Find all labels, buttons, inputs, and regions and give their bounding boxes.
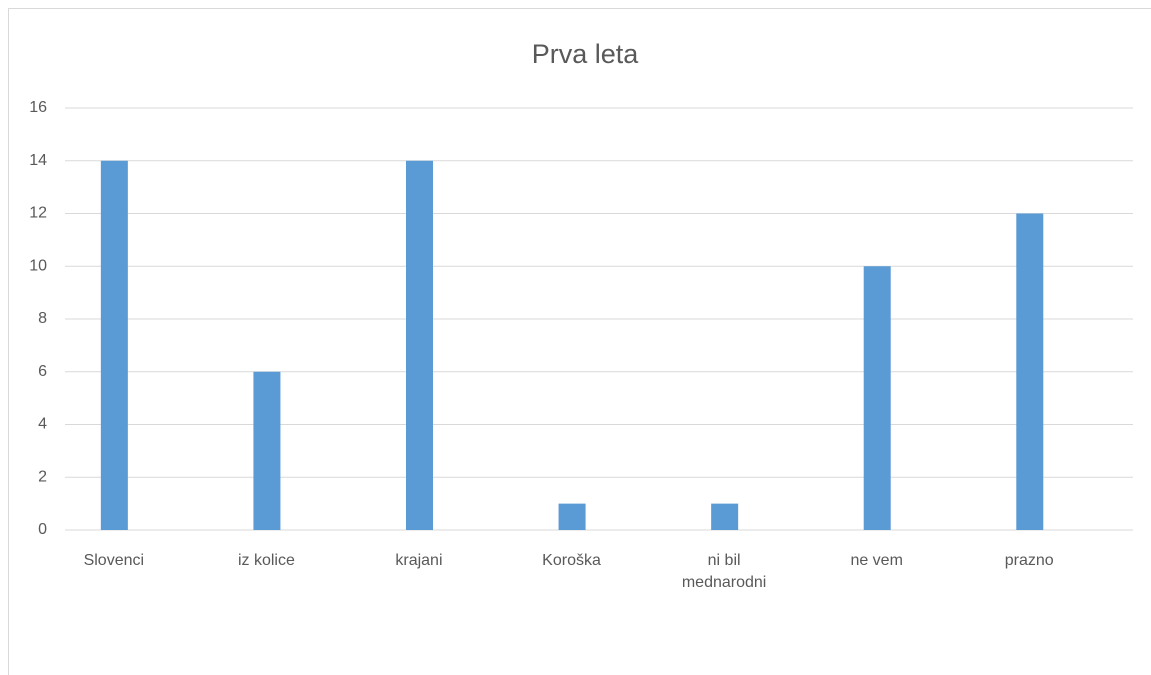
y-tick-label: 16: [29, 99, 47, 116]
bar: [711, 503, 739, 530]
x-tick-label: Koroška: [542, 552, 601, 569]
y-tick-label: 14: [29, 152, 47, 169]
x-tick-label: prazno: [1004, 552, 1054, 569]
x-tick-label: ne vem: [850, 552, 903, 569]
y-tick-label: 12: [29, 205, 47, 222]
x-tick-label: krajani: [395, 552, 443, 569]
x-tick-label: ni bil mednarodni: [681, 552, 767, 591]
y-tick-label: 10: [29, 257, 47, 274]
y-tick-label: 0: [38, 521, 47, 538]
chart-title: Prva leta: [532, 39, 640, 69]
y-tick-label: 6: [38, 363, 47, 380]
bar: [100, 160, 128, 530]
chart-border: [8, 8, 1151, 675]
x-tick-label: Slovenci: [83, 552, 145, 569]
bar: [558, 503, 586, 530]
bar: [405, 160, 434, 530]
y-tick-label: 8: [38, 310, 47, 327]
y-tick-label: 4: [38, 416, 47, 433]
bar: [863, 266, 891, 530]
bar: [1016, 213, 1044, 530]
y-tick-label: 2: [38, 468, 47, 485]
x-tick-label: iz kolice: [237, 552, 295, 569]
bar: [253, 371, 281, 530]
